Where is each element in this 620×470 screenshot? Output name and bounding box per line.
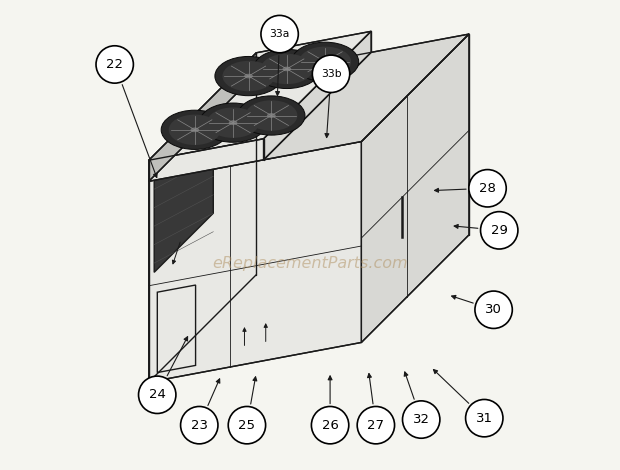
Circle shape — [469, 170, 507, 207]
Ellipse shape — [246, 100, 298, 131]
Text: 30: 30 — [485, 303, 502, 316]
Ellipse shape — [282, 66, 291, 71]
Text: 27: 27 — [368, 419, 384, 431]
Circle shape — [261, 16, 298, 53]
Text: 29: 29 — [491, 224, 508, 237]
Polygon shape — [157, 285, 195, 373]
Polygon shape — [149, 139, 264, 181]
Circle shape — [96, 46, 133, 83]
Ellipse shape — [190, 127, 200, 133]
Text: 33b: 33b — [321, 69, 342, 79]
Polygon shape — [149, 53, 256, 181]
Ellipse shape — [223, 61, 275, 91]
Ellipse shape — [207, 108, 259, 138]
Polygon shape — [264, 31, 371, 160]
Text: 23: 23 — [191, 419, 208, 431]
Polygon shape — [149, 141, 361, 382]
Circle shape — [357, 407, 394, 444]
Ellipse shape — [299, 47, 351, 77]
Ellipse shape — [237, 96, 305, 135]
Polygon shape — [264, 34, 469, 160]
Circle shape — [402, 401, 440, 438]
Ellipse shape — [321, 59, 330, 64]
Ellipse shape — [291, 42, 359, 81]
Ellipse shape — [200, 103, 267, 142]
Text: 24: 24 — [149, 388, 166, 401]
Text: eReplacementParts.com: eReplacementParts.com — [212, 256, 408, 271]
Polygon shape — [149, 74, 256, 382]
Text: 32: 32 — [413, 413, 430, 426]
Ellipse shape — [261, 54, 313, 84]
Circle shape — [180, 407, 218, 444]
Circle shape — [480, 212, 518, 249]
Polygon shape — [361, 34, 469, 343]
Circle shape — [312, 55, 350, 93]
Ellipse shape — [215, 56, 282, 96]
Ellipse shape — [244, 73, 253, 79]
Polygon shape — [149, 31, 371, 160]
Circle shape — [228, 407, 265, 444]
Circle shape — [138, 376, 176, 414]
Circle shape — [466, 400, 503, 437]
Ellipse shape — [169, 115, 221, 145]
Text: 31: 31 — [476, 412, 493, 425]
Ellipse shape — [228, 120, 238, 125]
Circle shape — [475, 291, 512, 329]
Polygon shape — [154, 121, 213, 272]
Ellipse shape — [267, 113, 276, 118]
Text: 26: 26 — [322, 419, 339, 431]
Circle shape — [311, 407, 349, 444]
Ellipse shape — [253, 49, 321, 88]
Text: 22: 22 — [106, 58, 123, 71]
Ellipse shape — [161, 110, 228, 149]
Text: 28: 28 — [479, 182, 496, 195]
Text: 33a: 33a — [270, 29, 290, 39]
Text: 25: 25 — [239, 419, 255, 431]
